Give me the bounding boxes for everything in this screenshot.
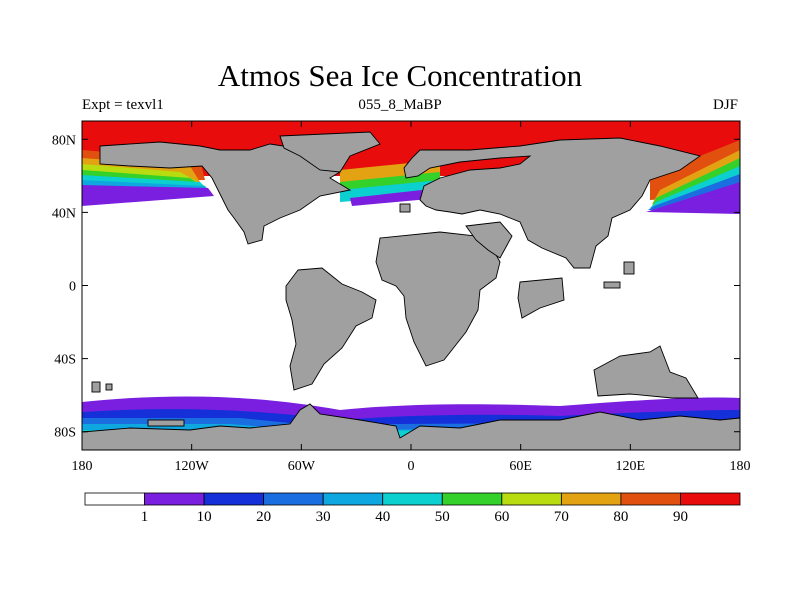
lat-tick-label: 80S	[54, 426, 76, 441]
experiment-label: Expt = texvl1	[82, 97, 164, 113]
colorbar-swatch	[84, 492, 145, 506]
island-1	[91, 381, 101, 393]
antarctica	[82, 403, 740, 450]
plot-title: Atmos Sea Ice Concentration	[217, 58, 583, 93]
colorbar-swatch	[263, 492, 324, 506]
colorbar-swatch	[680, 492, 741, 506]
lat-tick-label: 80N	[52, 133, 76, 148]
colorbar-swatch	[501, 492, 562, 506]
colorbar-label: 1	[141, 509, 149, 525]
colorbar-swatch	[203, 492, 265, 506]
colorbar-swatch	[144, 492, 205, 506]
arabia	[465, 221, 513, 259]
colorbar-label: 20	[256, 509, 271, 525]
colorbar-swatch	[560, 492, 622, 506]
island-4	[623, 261, 635, 275]
lat-tick-label: 40N	[52, 206, 76, 221]
lat-tick-label: 40S	[54, 353, 76, 368]
lon-tick-label: 120E	[616, 459, 646, 474]
colorbar-label: 40	[375, 509, 390, 525]
colorbar-label: 70	[554, 509, 569, 525]
time-label: 055_8_MaBP	[358, 97, 442, 113]
maritime-continent	[517, 277, 565, 319]
land	[82, 131, 740, 450]
lon-tick-label: 0	[408, 459, 415, 474]
north-america	[99, 141, 352, 245]
colorbar-label: 60	[494, 509, 509, 525]
south-america	[285, 267, 377, 391]
longitude-axis: 180 120W 60W 0 60E 120E 180	[72, 121, 751, 474]
island-3	[603, 281, 621, 289]
colorbar-swatch	[322, 492, 384, 506]
lat-tick-label: 0	[69, 280, 76, 295]
greenland	[279, 131, 381, 173]
colorbar-label: 10	[197, 509, 212, 525]
colorbar-swatch	[382, 492, 443, 506]
lon-tick-label: 60E	[509, 459, 532, 474]
lon-tick-label: 180	[72, 459, 93, 474]
colorbar-label: 50	[435, 509, 450, 525]
island-2	[105, 383, 113, 391]
lon-tick-label: 180	[730, 459, 751, 474]
lon-tick-label: 120W	[175, 459, 210, 474]
latitude-axis: 80N 40N 0 40S 80S	[52, 133, 740, 441]
australia	[593, 345, 699, 399]
colorbar-swatch	[441, 492, 503, 506]
colorbar-swatch	[620, 492, 681, 506]
eurasia	[403, 137, 702, 269]
season-label: DJF	[712, 97, 738, 113]
colorbar-label: 30	[316, 509, 331, 525]
colorbar	[84, 492, 741, 506]
lon-tick-label: 60W	[288, 459, 316, 474]
ice-shelf-island	[147, 419, 185, 427]
colorbar-label: 90	[673, 509, 688, 525]
island-5	[399, 203, 411, 213]
colorbar-label: 80	[613, 509, 628, 525]
colorbar-labels: 1 10 20 30 40 50 60 70 80 90	[141, 509, 688, 525]
